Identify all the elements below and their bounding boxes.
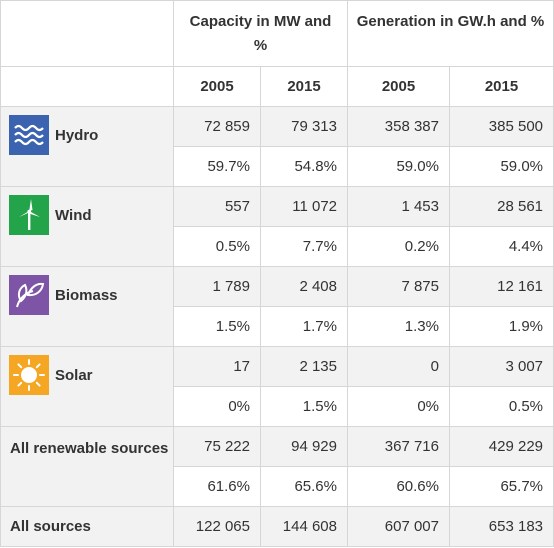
percent-cell: 1.7%: [260, 306, 348, 347]
year-header: 2015: [448, 66, 554, 107]
percent-cell: 0.5%: [173, 226, 261, 267]
value-cell: 75 222: [173, 426, 261, 467]
percent-cell: 4.4%: [448, 226, 554, 267]
year-header: 2015: [260, 66, 348, 107]
percent-cell: 59.0%: [448, 146, 554, 187]
table-row: Wind 557 11 072 1 453 28 561: [0, 186, 554, 267]
percent-cell: 65.6%: [260, 466, 348, 507]
percent-cell: 0%: [347, 386, 450, 427]
value-cell: 2 135: [260, 346, 348, 387]
value-cell: 607 007: [347, 506, 450, 547]
source-cell-biomass: Biomass: [0, 266, 174, 347]
percent-cell: 61.6%: [173, 466, 261, 507]
corner-cell: [0, 0, 174, 67]
source-label: Wind: [55, 206, 92, 224]
value-cell: 94 929: [260, 426, 348, 467]
value-cell: 557: [173, 186, 261, 227]
year-header: 2005: [173, 66, 261, 107]
table-row: All renewable sources 75 222 94 929 367 …: [0, 426, 554, 507]
capacity-header: Capacity in MW and %: [173, 0, 348, 67]
source-label: Solar: [55, 366, 93, 384]
value-cell: 358 387: [347, 106, 450, 147]
value-cell: 72 859: [173, 106, 261, 147]
source-cell-renewable: All renewable sources: [0, 426, 174, 507]
percent-cell: 59.0%: [347, 146, 450, 187]
value-cell: 17: [173, 346, 261, 387]
source-cell-all: All sources: [0, 506, 174, 547]
value-cell: 1 789: [173, 266, 261, 307]
percent-cell: 65.7%: [448, 466, 554, 507]
sun-icon: [9, 355, 49, 395]
value-cell: 385 500: [448, 106, 554, 147]
table-row: Biomass 1 789 2 408 7 875 12 161: [0, 266, 554, 347]
year-header: 2005: [347, 66, 450, 107]
percent-cell: 0%: [173, 386, 261, 427]
percent-cell: 1.5%: [260, 386, 348, 427]
table-row: Hydro 72 859 79 313 358 387 385 500: [0, 106, 554, 187]
value-cell: 79 313: [260, 106, 348, 147]
percent-cell: 1.9%: [448, 306, 554, 347]
corner-cell-years: [0, 66, 174, 107]
source-cell-solar: Solar: [0, 346, 174, 427]
table-row: 0.5% 7.7% 0.2% 4.4%: [1, 226, 554, 267]
percent-cell: 54.8%: [260, 146, 348, 187]
table-row: 61.6% 65.6% 60.6% 65.7%: [1, 466, 554, 507]
table-row: 0% 1.5% 0% 0.5%: [1, 386, 554, 427]
generation-header: Generation in GW.h and %: [346, 0, 554, 67]
value-cell: 2 408: [260, 266, 348, 307]
value-cell: 429 229: [448, 426, 554, 467]
table-row: Solar 17 2 135 0 3 007: [0, 346, 554, 427]
source-label: All sources: [10, 518, 91, 535]
value-cell: 3 007: [448, 346, 554, 387]
value-cell: 144 608: [260, 506, 348, 547]
value-cell: 28 561: [448, 186, 554, 227]
source-label: Hydro: [55, 126, 99, 144]
source-label: Biomass: [55, 286, 118, 304]
value-cell: 12 161: [448, 266, 554, 307]
value-cell: 653 183: [448, 506, 554, 547]
value-cell: 122 065: [173, 506, 261, 547]
table-row: 59.7% 54.8% 59.0% 59.0%: [1, 146, 554, 187]
value-cell: 367 716: [347, 426, 450, 467]
table-row: All sources 122 065 144 608 607 007 653 …: [0, 506, 554, 547]
percent-cell: 59.7%: [173, 146, 261, 187]
value-cell: 7 875: [347, 266, 450, 307]
leaves-icon: [9, 275, 49, 315]
percent-cell: 7.7%: [260, 226, 348, 267]
table-row: 1.5% 1.7% 1.3% 1.9%: [1, 306, 554, 347]
source-cell-hydro: Hydro: [0, 106, 174, 187]
percent-cell: 0.5%: [448, 386, 554, 427]
percent-cell: 1.5%: [173, 306, 261, 347]
wind-turbine-icon: [9, 195, 49, 235]
percent-cell: 60.6%: [347, 466, 450, 507]
water-waves-icon: [9, 115, 49, 155]
source-label: All renewable sources: [10, 440, 169, 457]
value-cell: 1 453: [347, 186, 450, 227]
source-cell-wind: Wind: [0, 186, 174, 267]
percent-cell: 1.3%: [347, 306, 450, 347]
value-cell: 0: [347, 346, 450, 387]
percent-cell: 0.2%: [347, 226, 450, 267]
value-cell: 11 072: [260, 186, 348, 227]
